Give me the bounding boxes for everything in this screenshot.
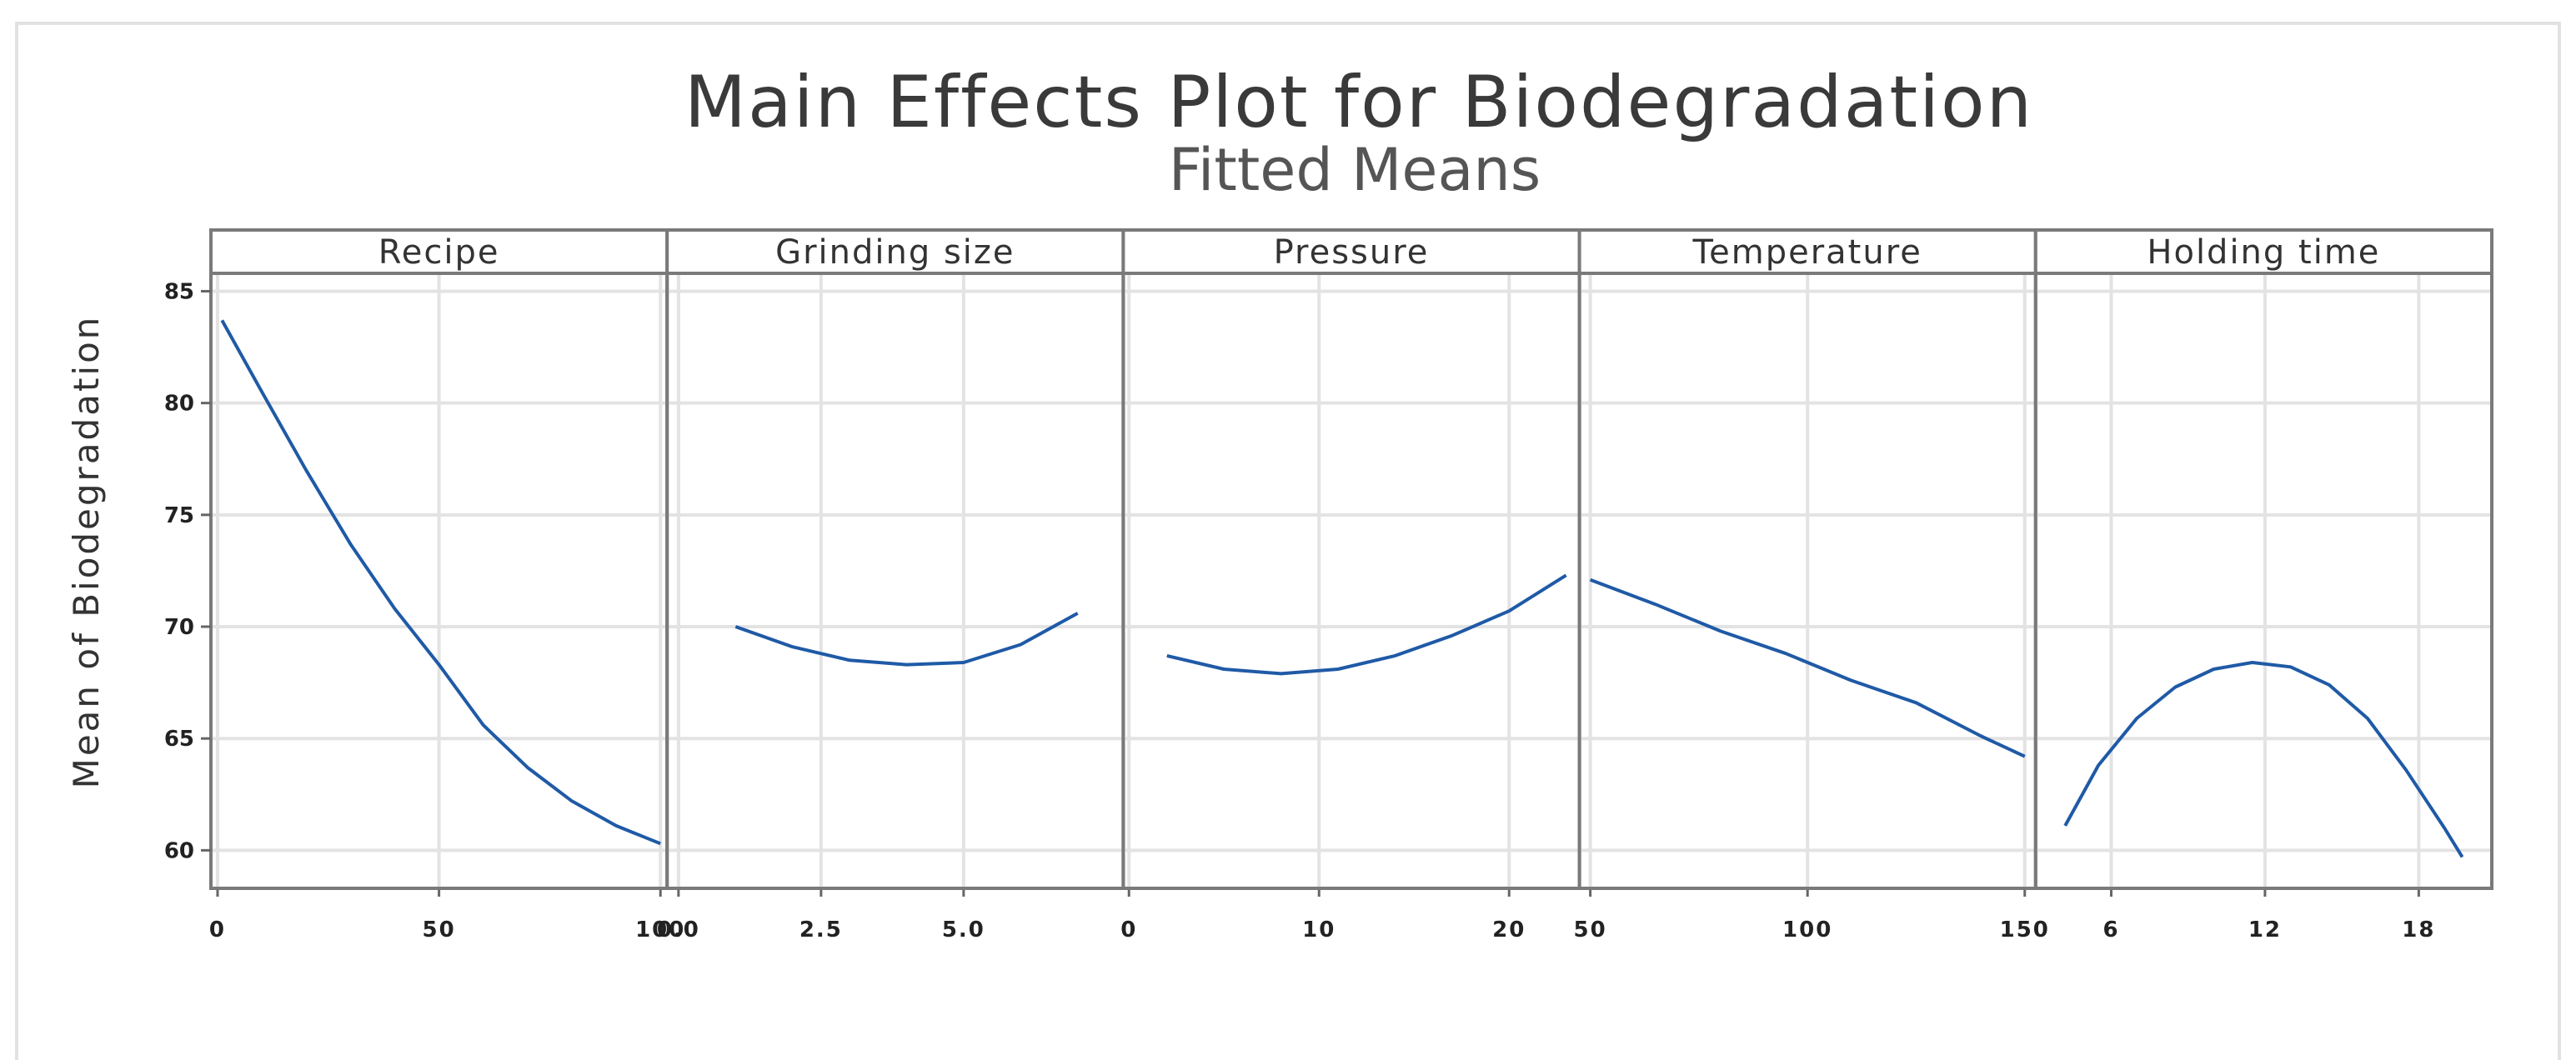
x-tick-label: 12	[2248, 918, 2282, 942]
y-axis-label: Mean of Biodegradation	[66, 315, 107, 789]
x-tick-label: 10	[1302, 918, 1336, 942]
panel-title-4: Temperature	[1692, 233, 1922, 272]
y-tick-label: 85	[164, 279, 194, 304]
x-tick-label: 150	[2000, 918, 2050, 942]
x-tick-label: 50	[1574, 918, 1607, 942]
chart-title: Main Effects Plot for Biodegradation	[684, 61, 2033, 144]
panel-title-1: Recipe	[378, 233, 500, 272]
panel-title-5: Holding time	[2147, 233, 2380, 272]
y-tick-label: 75	[164, 503, 194, 528]
panel-title-2: Grinding size	[775, 233, 1015, 272]
x-tick-label: 5.0	[942, 918, 985, 942]
y-tick-label: 70	[164, 615, 194, 640]
y-tick-label: 65	[164, 727, 194, 752]
x-tick-label: 0.0	[657, 918, 700, 942]
panel-border	[665, 228, 1125, 890]
y-tick-label: 80	[164, 392, 194, 417]
x-tick-label: 100	[1782, 918, 1832, 942]
panel-border	[2033, 228, 2494, 890]
x-tick-label: 6	[2102, 918, 2119, 942]
panel-header	[211, 230, 668, 273]
panel-header	[1123, 230, 1580, 273]
x-tick-label: 20	[1492, 918, 1526, 942]
x-tick-label: 0	[1120, 918, 1137, 942]
y-tick-label: 60	[164, 838, 194, 863]
panel-header	[2035, 230, 2492, 273]
panel-title-3: Pressure	[1274, 233, 1430, 272]
panel-header	[667, 230, 1124, 273]
x-tick-label: 2.5	[799, 918, 843, 942]
x-tick-label: 50	[423, 918, 456, 942]
x-tick-label: 18	[2402, 918, 2435, 942]
chart-frame	[15, 22, 2561, 1060]
chart-subtitle: Fitted Means	[1169, 136, 1541, 204]
series-line-5	[2063, 661, 2464, 858]
x-tick-label: 0	[209, 918, 226, 942]
series-line-4	[1589, 578, 2026, 758]
panel-border	[1121, 228, 1581, 890]
series-line-2	[734, 612, 1079, 667]
series-line-1	[220, 319, 661, 846]
series-line-3	[1166, 573, 1567, 676]
panel-header	[1579, 230, 2036, 273]
x-tick-label: 100	[635, 918, 685, 942]
